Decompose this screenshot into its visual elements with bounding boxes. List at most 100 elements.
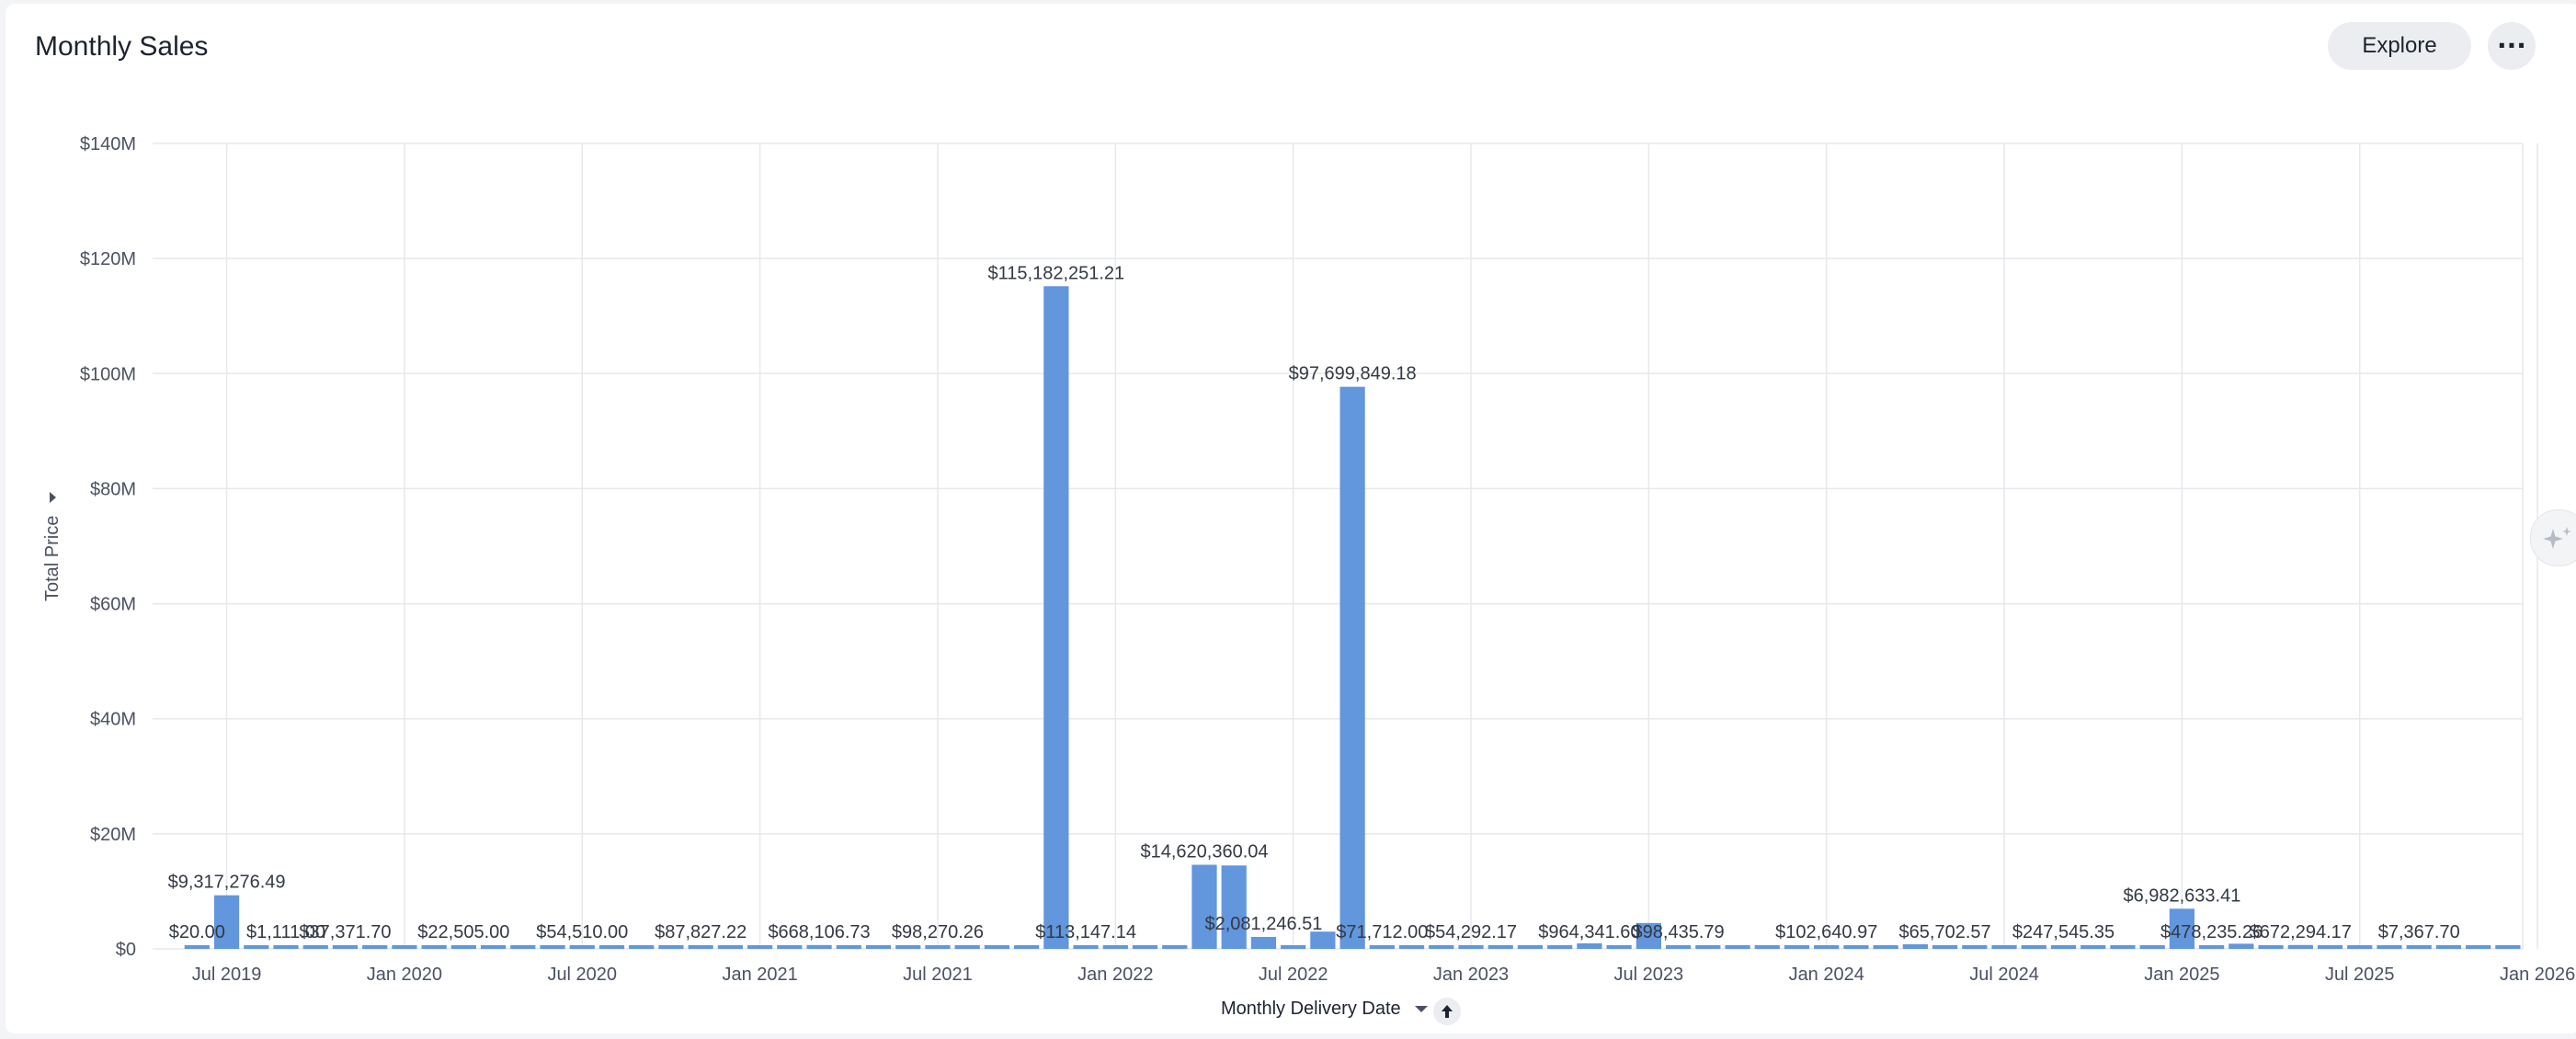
bar[interactable] [2258,945,2284,949]
bar[interactable] [1162,945,1188,949]
bar[interactable] [2050,945,2077,949]
bar[interactable] [273,945,299,949]
bar[interactable] [1577,942,1602,949]
x-tick-label: Jan 2022 [1077,965,1153,985]
bar[interactable] [1487,945,1513,949]
bar[interactable] [598,945,625,949]
bar[interactable] [569,945,595,949]
more-options-button[interactable]: ··· [2488,22,2536,70]
bar[interactable] [480,945,507,949]
bar[interactable] [2466,945,2491,949]
caret-down-icon [50,492,57,504]
bar[interactable] [1398,945,1425,949]
bar[interactable] [362,945,388,949]
data-label: $98,435.79 [1633,922,1725,942]
bar[interactable] [1725,945,1750,949]
bar[interactable] [2287,944,2313,949]
bar[interactable] [1043,286,1069,949]
bar[interactable] [1132,945,1158,949]
bar[interactable] [1814,945,1840,949]
bar[interactable] [806,944,832,949]
bar[interactable] [895,945,921,949]
bar[interactable] [213,895,240,949]
bar[interactable] [1843,945,1869,949]
bar[interactable] [244,945,269,949]
sort-button[interactable] [1433,998,1461,1025]
bar[interactable] [1281,945,1306,949]
bar[interactable] [2199,945,2225,949]
bar[interactable] [2377,945,2402,949]
bar[interactable] [1102,945,1128,949]
bar[interactable] [688,945,713,949]
data-label: $115,182,251.21 [988,263,1125,283]
bar[interactable] [1517,945,1544,949]
bar[interactable] [1873,945,1898,949]
bar[interactable] [1310,931,1336,949]
bar[interactable] [1606,945,1632,949]
bar[interactable] [1339,386,1365,949]
data-label: $102,640.97 [1775,922,1877,942]
bar[interactable] [1932,945,1958,949]
bar[interactable] [836,945,861,949]
bar[interactable] [1991,945,2017,949]
bar[interactable] [1962,945,1988,949]
bar[interactable] [1014,945,1040,949]
bar[interactable] [2139,945,2165,949]
bar[interactable] [865,945,892,949]
bar[interactable] [1784,945,1810,949]
bar[interactable] [984,945,1010,949]
bar[interactable] [184,945,210,949]
bar[interactable] [658,945,684,949]
bar[interactable] [302,945,328,949]
bar[interactable] [1695,945,1721,949]
bar[interactable] [1191,864,1217,949]
bar[interactable] [954,945,980,949]
bar[interactable] [450,945,476,949]
bar[interactable] [2317,945,2343,949]
bar[interactable] [510,945,536,949]
data-label: $65,702.57 [1899,922,1991,942]
y-axis-label-text: Total Price [42,515,63,601]
bar[interactable] [2406,945,2432,949]
bar[interactable] [2110,945,2136,949]
bar[interactable] [1429,945,1454,949]
bar[interactable] [1754,945,1780,949]
bar[interactable] [2347,945,2373,949]
data-label: $964,341.60 [1538,922,1640,942]
x-axis-label[interactable]: Monthly Delivery Date [1221,999,1429,1020]
bar[interactable] [717,945,743,949]
bar[interactable] [421,945,447,949]
bar[interactable] [1073,945,1099,949]
x-tick-label: Jan 2024 [1789,965,1864,985]
data-label: $478,235.26 [2160,922,2263,942]
bar[interactable] [629,945,655,949]
bar[interactable] [1369,945,1395,949]
bar[interactable] [332,945,359,949]
bar[interactable] [777,945,803,949]
bar[interactable] [2021,945,2046,949]
bar[interactable] [540,945,565,949]
bar[interactable] [747,945,773,949]
x-tick-label: Jul 2023 [1614,965,1684,985]
explore-button[interactable]: Explore [2328,22,2471,70]
bar[interactable] [2228,943,2254,949]
bar[interactable] [1665,945,1692,949]
bar[interactable] [1636,922,1661,949]
y-axis-label[interactable]: Total Price [42,492,63,601]
bar[interactable] [925,945,951,949]
bar[interactable] [1547,945,1573,949]
bar[interactable] [2495,945,2521,949]
bar[interactable] [2169,908,2195,949]
bar[interactable] [392,945,417,949]
y-tick-label: $80M [90,479,136,499]
bar[interactable] [1250,936,1277,949]
bar[interactable] [1458,945,1484,949]
bar[interactable] [1902,943,1928,949]
bar[interactable] [1221,865,1247,949]
ai-assist-button[interactable] [2530,509,2576,566]
data-label: $6,982,633.41 [2123,885,2240,906]
data-label: $98,270.26 [892,922,984,942]
bar[interactable] [2080,945,2106,949]
x-tick-label: Jan 2025 [2144,965,2219,985]
bar[interactable] [2435,945,2462,949]
